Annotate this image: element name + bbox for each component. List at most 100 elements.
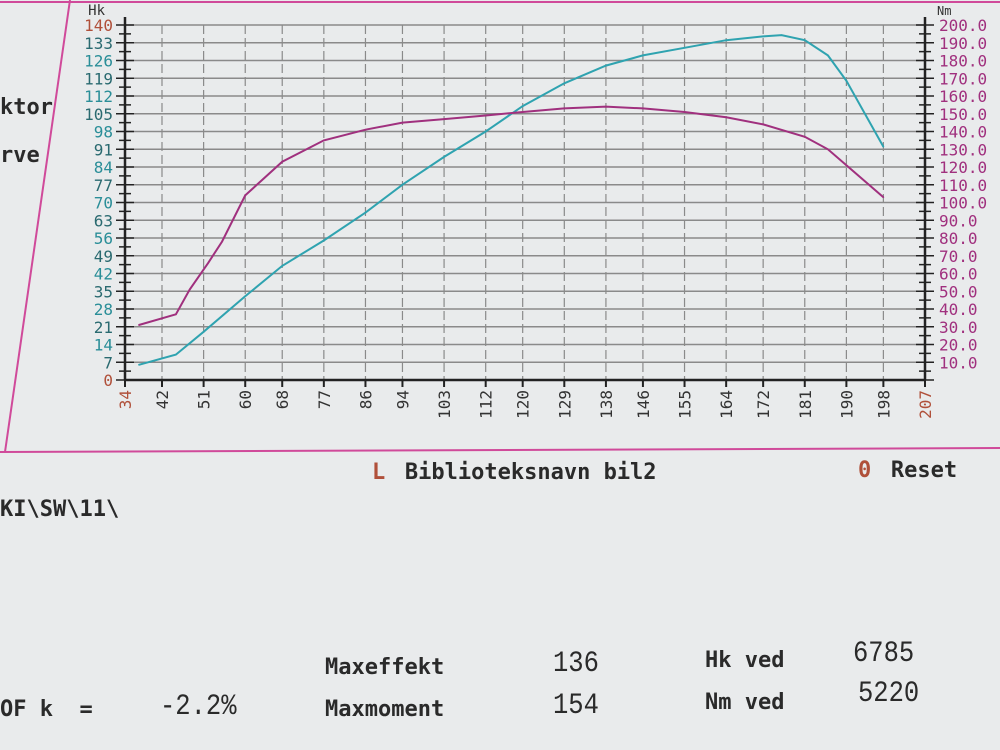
left-axis-tick-label: 126 (84, 52, 113, 71)
path-text: KI\SW\11\ (0, 497, 120, 522)
power-point (605, 64, 607, 67)
right-axis-tick-label: 180.0 (939, 52, 987, 71)
power-point (175, 353, 177, 356)
torque-point (845, 164, 848, 167)
right-axis-tick-label: 130.0 (939, 140, 987, 159)
power-point (281, 265, 284, 267)
right-axis-tick-label: 150.0 (939, 105, 987, 124)
left-axis-tick-label: 7 (103, 353, 113, 372)
right-axis-title: Nm (937, 4, 951, 18)
torque-point (605, 105, 607, 108)
power-point (780, 34, 783, 36)
right-axis-tick-label: 70.0 (939, 247, 978, 266)
x-tick-label: 112 (477, 390, 496, 419)
torque-point (882, 196, 885, 198)
reset-menu-item[interactable]: 0 Reset (858, 458, 957, 483)
torque-point (827, 148, 829, 151)
power-point (725, 39, 727, 42)
torque-point (803, 136, 806, 138)
power-point (364, 211, 367, 214)
left-axis-tick-label: 91 (94, 140, 113, 159)
power-point (845, 79, 848, 82)
factor-value: -2.2% (160, 690, 237, 724)
torque-point (138, 324, 140, 326)
left-axis-tick-label: 42 (94, 265, 113, 284)
left-axis-tick-label: 119 (84, 69, 113, 88)
left-axis-tick-label: 84 (94, 158, 113, 177)
left-axis-tick-label: 70 (94, 194, 113, 213)
x-tick-label: 172 (754, 390, 773, 419)
torque-point (443, 118, 445, 120)
torque-point (323, 139, 325, 142)
power-point (683, 47, 686, 49)
x-tick-label: 198 (874, 390, 893, 419)
torque-point (683, 111, 686, 113)
power-point (443, 156, 445, 158)
torque-point (521, 111, 524, 113)
power-point (827, 54, 829, 57)
left-axis-tick-label: 63 (94, 211, 113, 230)
x-tick-label: 42 (153, 390, 172, 409)
max-power-label: Maxeffekt (325, 655, 445, 680)
power-point (401, 183, 404, 186)
left-axis-tick-label: 28 (94, 300, 113, 319)
torque-point (642, 107, 644, 110)
frame-line-left (4, 0, 71, 453)
right-axis-tick-label: 30.0 (939, 318, 978, 337)
right-axis-tick-label: 40.0 (939, 300, 978, 319)
power-point (138, 363, 140, 366)
x-tick-label: 207 (916, 390, 935, 419)
dyno-chart: 34 42 51 60 68 77 86 94 103 112 120 129 138 146 155 164… (0, 0, 1000, 453)
torque-point (175, 313, 177, 316)
left-axis-tick-label: 0 (103, 371, 113, 390)
torque-curve (138, 105, 885, 326)
left-axis-tick-label: 105 (84, 105, 113, 124)
left-axis-tick-label: 49 (94, 247, 113, 266)
right-axis-tick-label: 190.0 (939, 34, 987, 53)
right-axis-tick-label: 160.0 (939, 87, 987, 106)
torque-point (864, 180, 866, 182)
right-axis-tick-label: 140.0 (939, 123, 987, 142)
library-menu-item[interactable]: L Biblioteksnavn bil2 (372, 460, 657, 485)
x-tick-label: 86 (356, 390, 375, 409)
x-tick-label: 146 (634, 390, 653, 419)
library-key: L (372, 460, 386, 485)
left-axis-tick-label: 98 (94, 123, 113, 142)
torque-point (563, 107, 566, 110)
x-tick-label: 77 (315, 390, 334, 409)
torque-point (281, 160, 284, 163)
power-point (803, 39, 806, 42)
right-axis-tick-label: 200.0 (939, 16, 987, 35)
left-axis-tick-label: 140 (84, 16, 113, 35)
right-axis-tick-label: 60.0 (939, 265, 978, 284)
power-point (484, 130, 487, 133)
nm-at-value: 5220 (858, 677, 920, 711)
left-axis-title: Hk (88, 3, 105, 19)
power-point (864, 112, 866, 115)
x-tick-label: 34 (116, 390, 135, 409)
nm-at-label: Nm ved (705, 690, 785, 715)
right-axis-tick-label: 20.0 (939, 336, 978, 355)
left-axis-tick-label: 77 (94, 176, 113, 195)
right-axis-tick-label: 80.0 (939, 229, 978, 248)
power-point (244, 295, 247, 298)
factor-label: OF k = (0, 697, 93, 722)
left-axis-tick-label: 133 (84, 34, 113, 53)
left-axis-tick-label: 14 (94, 336, 113, 355)
x-tick-label: 68 (273, 390, 292, 409)
x-tick-label: 164 (717, 390, 736, 419)
left-axis-tick-label: 35 (94, 282, 113, 301)
max-power-value: 136 (553, 647, 599, 681)
power-point (762, 35, 764, 38)
x-tick-label: 138 (597, 390, 616, 419)
power-point (642, 54, 644, 57)
x-tick-label: 94 (393, 390, 412, 409)
x-tick-label: 190 (837, 390, 856, 419)
reset-key: 0 (858, 458, 872, 483)
x-tick-label: 120 (514, 390, 533, 419)
x-tick-label: 129 (555, 390, 574, 419)
x-tick-label: 51 (195, 390, 214, 409)
torque-point (484, 114, 487, 117)
side-label-fragment: rve (0, 143, 40, 168)
x-tick-label: 60 (236, 390, 255, 409)
